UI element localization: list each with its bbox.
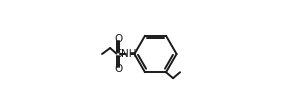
Text: S: S bbox=[115, 49, 122, 59]
Text: O: O bbox=[114, 64, 122, 74]
Text: O: O bbox=[114, 34, 122, 44]
Text: NH: NH bbox=[121, 49, 136, 59]
